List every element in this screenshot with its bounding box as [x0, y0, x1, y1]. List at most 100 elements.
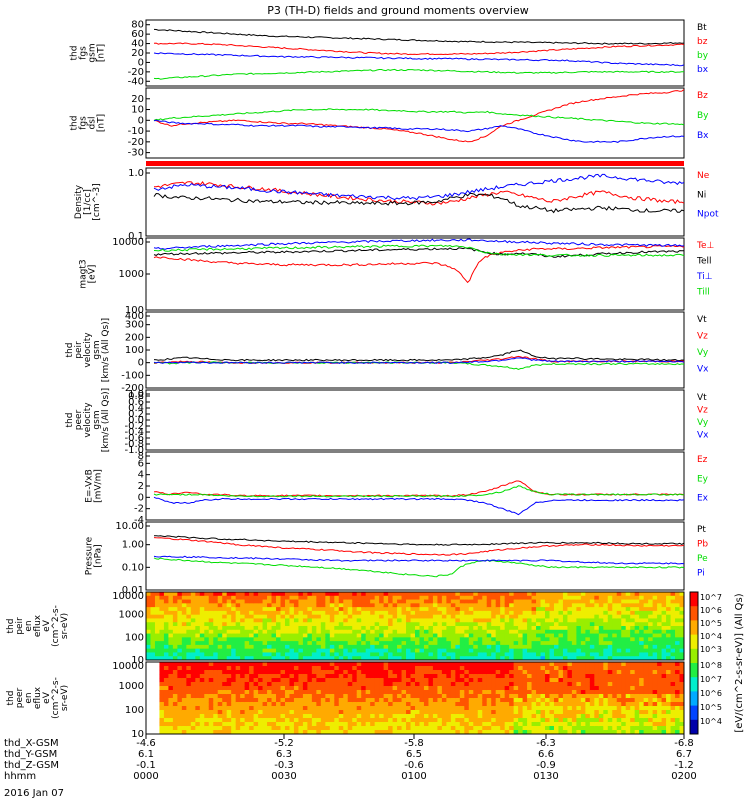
heatmap-cell	[675, 595, 681, 601]
heatmap-cell	[536, 592, 542, 597]
heatmap-cell	[240, 637, 246, 642]
heatmap-cell	[289, 686, 295, 691]
heatmap-cell	[271, 718, 277, 723]
heatmap-cell	[558, 656, 564, 661]
heatmap-cell	[509, 595, 515, 601]
heatmap-cell	[361, 592, 367, 597]
heatmap-cell	[661, 710, 667, 715]
heatmap-cell	[320, 694, 326, 699]
heatmap-cell	[630, 629, 636, 635]
heatmap-cell	[347, 694, 353, 699]
heatmap-cell	[311, 682, 317, 687]
heatmap-cell	[190, 644, 196, 650]
heatmap-cell	[468, 641, 474, 646]
heatmap-cell	[594, 662, 600, 667]
heatmap-cell	[643, 694, 649, 699]
heatmap-cell	[415, 652, 420, 657]
heatmap-cell	[594, 607, 600, 612]
heatmap-cell	[352, 682, 358, 687]
heatmap-cell	[320, 682, 326, 687]
heatmap-cell	[284, 702, 290, 707]
heatmap-cell	[527, 694, 533, 699]
heatmap-cell	[549, 710, 555, 715]
panel-10: thdpeerenefluxeV(cm^2-s-sr-eV)1000010001…	[6, 661, 685, 740]
heatmap-cell	[536, 618, 542, 623]
heatmap-cell	[276, 641, 281, 646]
heatmap-cell	[383, 656, 389, 661]
heatmap-cell	[307, 629, 313, 635]
heatmap-cell	[639, 629, 645, 635]
heatmap-cell	[562, 710, 568, 715]
heatmap-cell	[172, 662, 178, 667]
heatmap-cell	[163, 633, 169, 638]
heatmap-cell	[423, 722, 429, 727]
heatmap-cell	[562, 678, 568, 683]
heatmap-cell	[513, 730, 519, 735]
heatmap-cell	[666, 614, 672, 619]
heatmap-cell	[666, 706, 672, 711]
heatmap-cell	[347, 726, 353, 731]
heatmap-cell	[621, 730, 627, 735]
heatmap-cell	[643, 614, 649, 619]
heatmap-cell	[531, 603, 537, 608]
heatmap-cell	[177, 641, 183, 646]
heatmap-cell	[181, 678, 187, 683]
heatmap-cell	[235, 629, 241, 635]
heatmap-cell	[639, 690, 645, 695]
heatmap-cell	[240, 710, 246, 715]
heatmap-cell	[630, 652, 636, 657]
heatmap-cell	[374, 718, 380, 723]
heatmap-cell	[365, 652, 371, 657]
heatmap-cell	[486, 614, 492, 619]
heatmap-cell	[509, 674, 515, 679]
heatmap-cell	[598, 694, 604, 699]
heatmap-cell	[419, 592, 425, 597]
heatmap-cell	[509, 702, 515, 707]
heatmap-cell	[616, 656, 622, 661]
heatmap-cell	[531, 610, 537, 616]
heatmap-cell	[661, 637, 667, 642]
heatmap-cell	[284, 666, 290, 671]
heatmap-cell	[468, 626, 474, 631]
heatmap-cell	[450, 603, 456, 608]
series-line-pe	[153, 557, 685, 578]
heatmap-cell	[558, 714, 564, 719]
heatmap-cell	[455, 678, 461, 683]
heatmap-cell	[168, 694, 174, 699]
heatmap-cell	[486, 599, 492, 604]
heatmap-cell	[406, 690, 412, 695]
heatmap-cell	[675, 706, 681, 711]
heatmap-cell	[383, 626, 389, 631]
heatmap-cell	[163, 706, 169, 711]
heatmap-cell	[329, 706, 335, 711]
heatmap-cell	[518, 714, 524, 719]
heatmap-cell	[172, 599, 178, 604]
heatmap-cell	[379, 629, 385, 635]
heatmap-cell	[504, 666, 510, 671]
heatmap-cell	[190, 702, 196, 707]
x-row-value: -0.9	[536, 760, 556, 771]
heatmap-cell	[316, 607, 322, 612]
heatmap-cell	[509, 599, 515, 604]
heatmap-cell	[594, 718, 600, 723]
heatmap-cell	[222, 674, 228, 679]
heatmap-cell	[208, 641, 214, 646]
heatmap-cell	[325, 666, 331, 671]
heatmap-cell	[159, 670, 165, 675]
heatmap-cell	[172, 702, 178, 707]
heatmap-cell	[293, 599, 299, 604]
heatmap-cell	[181, 618, 187, 623]
heatmap-cell	[625, 607, 631, 612]
heatmap-cell	[325, 637, 331, 642]
heatmap-cell	[316, 603, 322, 608]
x-row-value: -1.2	[674, 760, 694, 771]
heatmap-cell	[325, 614, 331, 619]
heatmap-cell	[226, 656, 232, 661]
heatmap-cell	[545, 641, 550, 646]
heatmap-cell	[334, 714, 340, 719]
heatmap-cell	[522, 702, 528, 707]
heatmap-cell	[513, 656, 519, 661]
heatmap-cell	[589, 629, 595, 635]
heatmap-cell	[446, 644, 452, 650]
